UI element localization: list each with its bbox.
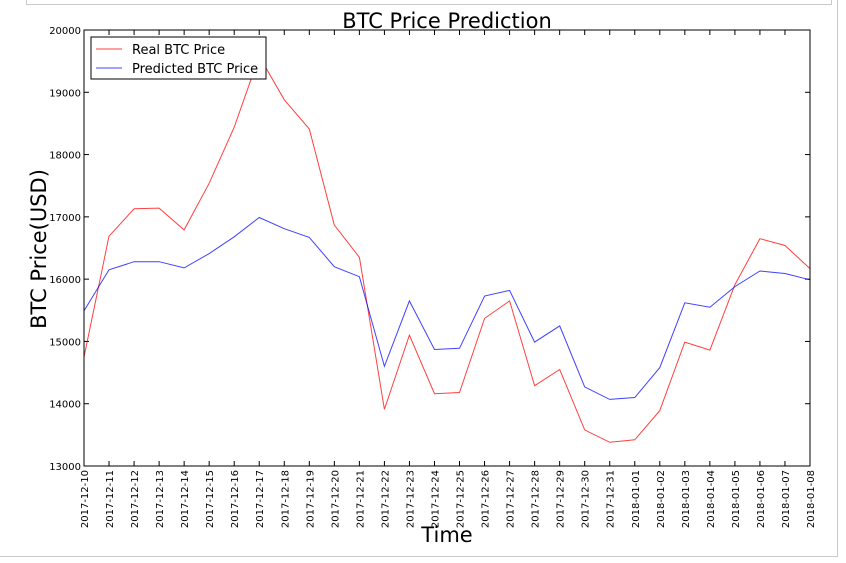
x-tick-label: 2018-01-03 bbox=[681, 470, 692, 528]
x-tick-label: 2017-12-21 bbox=[355, 470, 366, 528]
y-tick-label: 14000 bbox=[49, 400, 81, 411]
x-tick-label: 2017-12-30 bbox=[581, 470, 592, 528]
x-tick-label: 2018-01-04 bbox=[706, 470, 717, 528]
y-tick-label: 15000 bbox=[49, 337, 81, 348]
x-tick-label: 2017-12-29 bbox=[556, 470, 567, 528]
legend-label: Real BTC Price bbox=[132, 43, 225, 58]
x-tick-label: 2017-12-14 bbox=[180, 470, 191, 528]
legend-box bbox=[90, 36, 267, 80]
x-tick-label: 2017-12-24 bbox=[430, 470, 441, 528]
x-tick-label: 2018-01-05 bbox=[731, 470, 742, 528]
legend-label: Predicted BTC Price bbox=[132, 62, 258, 77]
x-tick-label: 2017-12-13 bbox=[155, 470, 166, 528]
x-tick-label: 2017-12-22 bbox=[380, 470, 391, 528]
x-tick-label: 2017-12-19 bbox=[305, 470, 316, 528]
y-tick-label: 16000 bbox=[49, 275, 81, 286]
x-tick-label: 2017-12-18 bbox=[280, 470, 291, 528]
x-tick-label: 2017-12-10 bbox=[80, 470, 91, 528]
x-tick-label: 2017-12-11 bbox=[105, 470, 116, 528]
previous-output-frame bbox=[26, 0, 832, 5]
series-line-real bbox=[83, 55, 811, 443]
chart-title: BTC Price Prediction bbox=[342, 9, 552, 33]
x-tick-label: 2017-12-23 bbox=[405, 470, 416, 528]
x-tick-label: 2017-12-28 bbox=[531, 470, 542, 528]
x-tick-label: 2017-12-17 bbox=[255, 470, 266, 528]
y-tick-label: 20000 bbox=[49, 26, 81, 37]
x-axis-label: Time bbox=[420, 523, 472, 547]
x-tick-label: 2018-01-07 bbox=[781, 470, 792, 528]
x-tick-label: 2017-12-26 bbox=[481, 470, 492, 528]
x-tick-label: 2018-01-02 bbox=[656, 470, 667, 528]
y-tick-label: 19000 bbox=[49, 88, 81, 99]
x-tick-label: 2017-12-16 bbox=[230, 470, 241, 528]
x-tick-label: 2018-01-06 bbox=[756, 470, 767, 528]
series-line-predicted bbox=[83, 216, 811, 400]
y-axis-ticks: 13000 14000 15000 16000 17000 18000 19000 20000 bbox=[49, 26, 810, 473]
legend: Real BTC Price Predicted BTC Price bbox=[90, 36, 267, 80]
x-tick-label: 2017-12-12 bbox=[130, 470, 141, 528]
plot-area-border bbox=[83, 29, 811, 467]
x-tick-label: 2017-12-25 bbox=[456, 470, 467, 528]
x-tick-label: 2017-12-27 bbox=[506, 470, 517, 528]
x-tick-label: 2018-01-01 bbox=[631, 470, 642, 528]
x-tick-label: 2017-12-31 bbox=[606, 470, 617, 528]
series-lines bbox=[83, 55, 811, 443]
x-tick-label: 2018-01-08 bbox=[806, 470, 817, 528]
y-tick-label: 18000 bbox=[49, 151, 81, 162]
x-axis-ticks: 2017-12-10 2017-12-11 2017-12-12 2017-12-13… bbox=[80, 30, 817, 528]
y-tick-label: 13000 bbox=[49, 462, 81, 473]
x-tick-label: 2017-12-20 bbox=[330, 470, 341, 528]
x-tick-label: 2017-12-15 bbox=[205, 470, 216, 528]
y-tick-label: 17000 bbox=[49, 213, 81, 224]
y-axis-label: BTC Price(USD) bbox=[27, 169, 51, 329]
